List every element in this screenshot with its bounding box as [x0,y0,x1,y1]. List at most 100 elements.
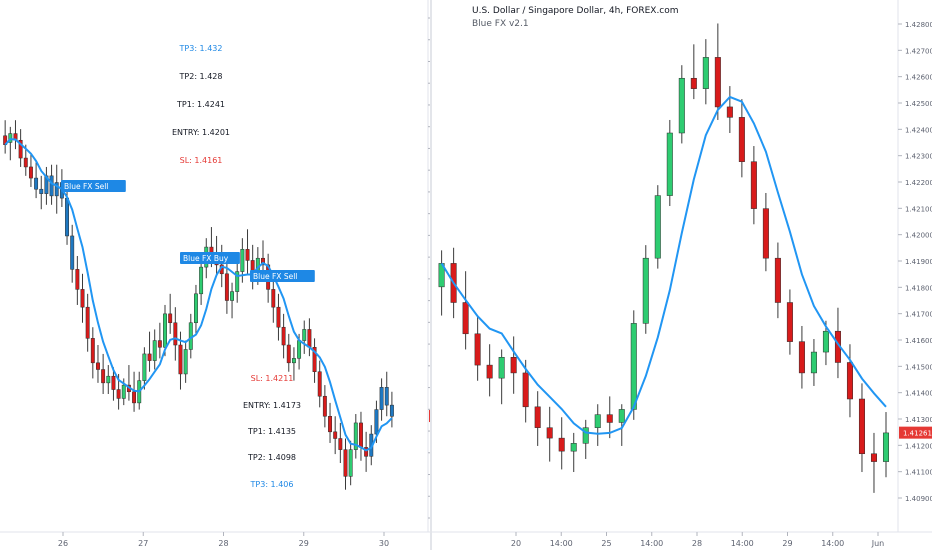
candle-bear[interactable] [286,344,291,364]
candle-bull[interactable] [582,427,589,444]
candle-bull[interactable] [302,329,307,341]
candle-bull[interactable] [654,195,661,259]
candle-bear[interactable] [762,208,769,259]
candle-bull[interactable] [374,409,379,435]
candle-bear[interactable] [738,117,745,162]
candle-bear[interactable] [846,362,853,400]
candle-bear[interactable] [606,414,613,423]
candle-bear[interactable] [147,353,152,361]
candle-bull[interactable] [199,266,204,295]
candle-bear[interactable] [168,313,173,324]
candle-bear[interactable] [384,387,389,406]
right-plot-area[interactable] [432,0,898,532]
candle-bear[interactable] [462,302,469,335]
candle-bear[interactable] [546,427,553,439]
candle-bear[interactable] [858,398,865,455]
candle-bull[interactable] [810,351,817,374]
candle-bear[interactable] [359,422,363,448]
candle-bear[interactable] [774,257,781,303]
candle-bull[interactable] [642,257,649,324]
candle-bull[interactable] [152,340,157,361]
candle-bear[interactable] [18,139,23,159]
candle-bear[interactable] [224,273,229,301]
candle-bear[interactable] [522,372,529,408]
candle-bear[interactable] [510,357,517,374]
candle-bear[interactable] [28,166,33,179]
candle-bear[interactable] [245,249,250,261]
panel-divider[interactable] [430,0,432,550]
candle-bear[interactable] [786,302,793,342]
candle-bull[interactable] [678,77,685,134]
candle-bear[interactable] [132,391,137,404]
candle-bear[interactable] [534,406,541,428]
candle-bear[interactable] [111,375,116,390]
candle-bull[interactable] [121,384,126,399]
candle-bull[interactable] [291,358,296,364]
candle-bear[interactable] [49,175,54,197]
candle-bear[interactable] [271,289,276,308]
candle-bear[interactable] [312,346,317,372]
candle-bear[interactable] [80,289,85,308]
candle-bear[interactable] [690,77,697,89]
candle-bull[interactable] [379,387,384,410]
candle-bear[interactable] [178,344,183,375]
candle-bear[interactable] [75,269,80,290]
candle-bear[interactable] [338,438,343,450]
candle-bull[interactable] [882,432,889,462]
candle-bull[interactable] [163,313,167,348]
candle-bull[interactable] [570,443,577,452]
candle-bull[interactable] [594,414,601,428]
candle-bull[interactable] [54,182,59,197]
candle-bear[interactable] [322,395,327,417]
candle-bear[interactable] [343,449,348,477]
left-chart-svg[interactable]: 1.430001.429001.428001.427001.426001.425… [0,0,488,550]
candle-bull[interactable] [235,271,240,292]
candle-bull[interactable] [702,57,709,89]
right-chart-pane[interactable]: 1.42800 1.42700 1.42600 1.42500 1.42400 1.423… [432,0,932,550]
candle-bear[interactable] [726,106,733,118]
candle-bear[interactable] [276,306,281,328]
candle-bull[interactable] [618,409,625,423]
candle-bear[interactable] [65,197,69,237]
candle-bear[interactable] [101,369,106,384]
candle-bear[interactable] [333,431,338,439]
candle-bear[interactable] [116,389,121,399]
plot-background[interactable] [432,0,898,532]
candle-bull[interactable] [666,132,673,196]
candle-bull[interactable] [183,349,188,375]
candle-bear[interactable] [389,404,394,417]
candle-bull[interactable] [498,357,505,379]
candle-bear[interactable] [96,362,100,370]
candle-bear[interactable] [34,177,39,190]
candle-bull[interactable] [822,330,829,353]
candle-bull[interactable] [353,422,358,450]
candle-bull[interactable] [630,323,637,410]
candle-bear[interactable] [3,135,8,145]
candle-bull[interactable] [240,249,245,272]
candle-bear[interactable] [486,364,493,379]
candle-bear[interactable] [870,453,877,462]
candle-bear[interactable] [157,340,162,348]
candle-bear[interactable] [474,333,481,366]
candle-bear[interactable] [317,371,322,397]
candle-bear[interactable] [173,322,178,346]
left-chart-pane[interactable]: 1.430001.429001.428001.427001.426001.425… [0,0,488,550]
candle-bear[interactable] [364,447,369,457]
candle-bull[interactable] [438,263,445,288]
candle-bull[interactable] [194,293,198,324]
candle-bear[interactable] [281,326,286,346]
candle-bear[interactable] [90,338,95,364]
candle-bear[interactable] [23,157,28,168]
left-plot-area[interactable] [0,0,428,532]
candle-bear[interactable] [558,437,565,452]
candle-bear[interactable] [328,416,332,433]
right-chart-svg[interactable]: 1.42800 1.42700 1.42600 1.42500 1.42400 1.423… [432,0,932,550]
candle-bear[interactable] [85,306,90,339]
candle-bear[interactable] [70,235,75,270]
candle-bull[interactable] [8,133,13,143]
candle-bear[interactable] [798,341,805,374]
candle-bear[interactable] [750,161,757,209]
candle-bear[interactable] [261,257,265,266]
candle-bear[interactable] [307,329,312,348]
candle-bull[interactable] [348,449,353,477]
